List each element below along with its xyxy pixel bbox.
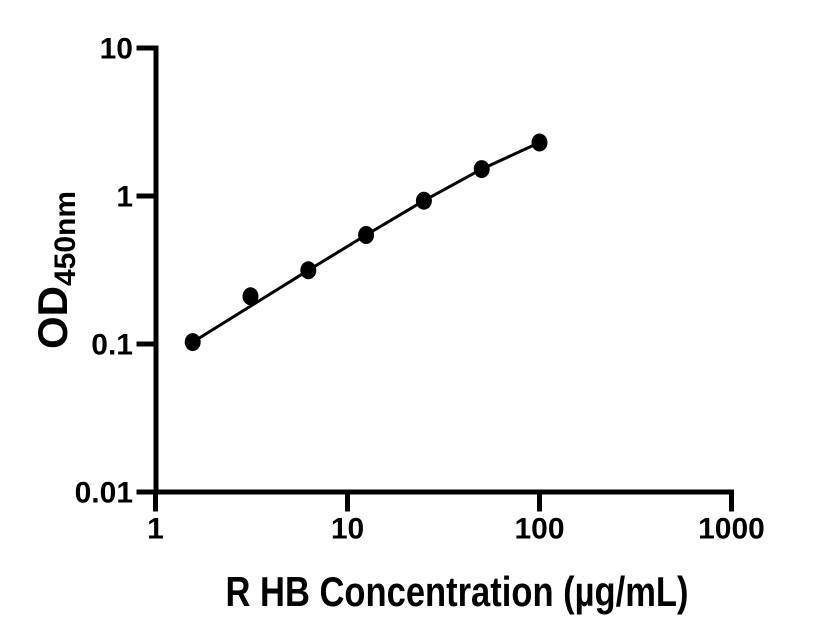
y-axis-title-main: OD [29,286,76,349]
data-point-marker [531,133,548,152]
y-tick-label: 0.1 [91,329,133,362]
x-tick-label: 1 [147,513,164,546]
y-axis-title: OD450nm [29,191,82,349]
data-point-marker [300,261,317,280]
x-axis-title: R HB Concentration (µg/mL) [226,568,689,615]
data-point-marker [473,160,490,179]
y-tick-label: 0.01 [75,477,133,510]
y-axis-title-subscript: 450nm [49,191,82,286]
data-point-marker [184,333,201,352]
x-tick-label: 1000 [698,513,765,546]
data-point-marker [358,226,375,244]
fit-line [191,141,541,344]
data-point-marker [242,287,259,306]
y-tick-label: 10 [100,33,133,66]
x-tick-label: 10 [331,513,364,546]
data-point-marker [415,191,432,210]
y-tick-label: 1 [116,181,133,214]
x-tick-label: 100 [514,513,564,546]
